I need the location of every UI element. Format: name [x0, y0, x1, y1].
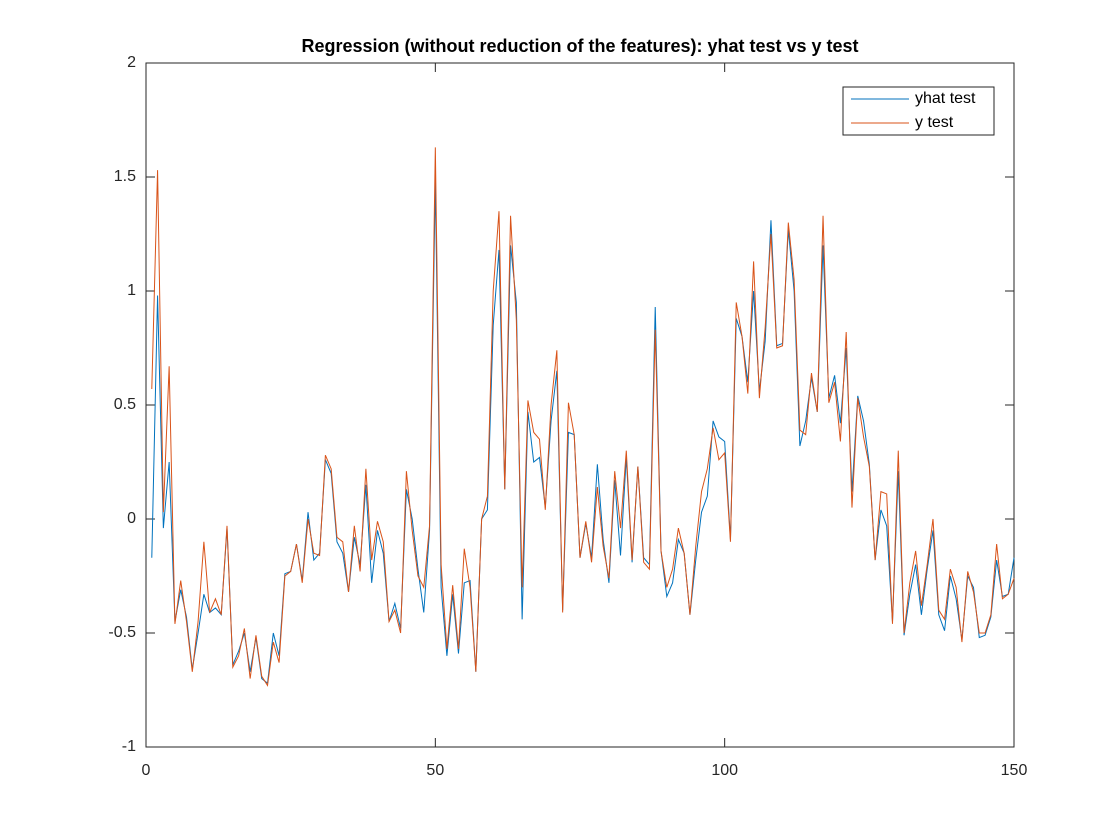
y-tick-label: -1	[122, 738, 136, 755]
x-tick-label: 0	[142, 762, 151, 779]
data-line	[151, 147, 1015, 687]
y-tick-label: 1	[127, 282, 136, 299]
plot-area	[145, 62, 1015, 748]
x-tick-label: 100	[711, 762, 738, 779]
legend-box	[842, 86, 995, 136]
y-tick-label: 0	[127, 510, 136, 527]
y-tick-label: 2	[127, 54, 136, 71]
x-tick-label: 50	[426, 762, 444, 779]
legend-label: yhat test	[915, 90, 976, 107]
x-tick-label: 150	[1001, 762, 1028, 779]
y-tick-label: -0.5	[108, 624, 136, 641]
y-tick-label: 0.5	[114, 396, 136, 413]
y-tick-label: 1.5	[114, 168, 136, 185]
legend-label: y test	[915, 114, 954, 131]
chart-title: Regression (without reduction of the fea…	[301, 36, 858, 56]
